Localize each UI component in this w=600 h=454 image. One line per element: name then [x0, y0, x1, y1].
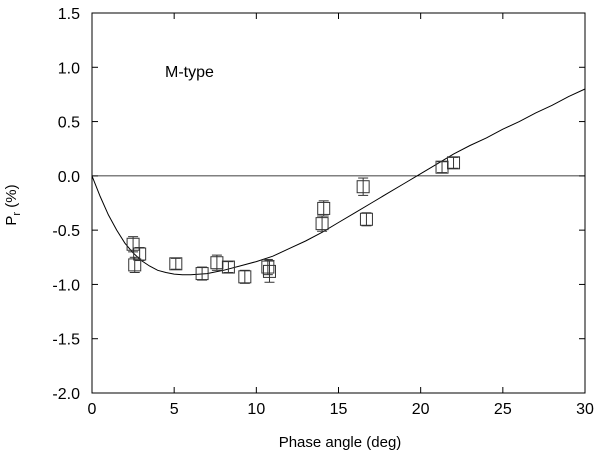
- x-axis-title: Phase angle (deg): [279, 434, 402, 451]
- y-tick-label: -1.0: [52, 277, 80, 294]
- data-marker-square: [317, 201, 331, 215]
- x-tick-label: 30: [576, 401, 594, 418]
- x-tick-label: 5: [170, 401, 179, 418]
- data-marker-square: [128, 258, 142, 272]
- y-tick-label: 1.5: [58, 6, 80, 23]
- y-axis-ticks: 1.5 1.0 0.5 0.0 -0.5 -1.0 -1.5 -2.0: [52, 6, 585, 403]
- data-point: [317, 200, 331, 217]
- data-marker-square: [359, 212, 373, 226]
- y-tick-label: -0.5: [52, 223, 80, 240]
- data-point: [447, 156, 461, 170]
- data-marker-square: [315, 217, 329, 231]
- data-point: [261, 258, 275, 276]
- y-tick-label: -2.0: [52, 386, 80, 403]
- data-point: [195, 266, 209, 281]
- data-point: [221, 260, 235, 274]
- y-tick-label: 1.0: [58, 60, 80, 77]
- data-point: [169, 257, 183, 271]
- data-point: [356, 177, 370, 196]
- x-tick-label: 0: [88, 401, 97, 418]
- y-tick-label: 0.0: [58, 169, 80, 186]
- data-marker-square: [262, 264, 276, 278]
- y-axis-title-main: P: [3, 216, 20, 226]
- y-tick-label: -1.5: [52, 332, 80, 349]
- x-tick-label: 25: [494, 401, 512, 418]
- data-marker-square: [126, 237, 140, 251]
- data-marker-square: [221, 260, 235, 274]
- x-axis-ticks: 0 5 10 15 20 25 30: [88, 13, 594, 418]
- data-marker-square: [169, 257, 183, 271]
- chart-annotation: M-type: [165, 64, 214, 81]
- data-point: [126, 236, 140, 253]
- data-marker-square: [195, 267, 209, 281]
- data-marker-square: [356, 180, 370, 194]
- y-axis-title-unit: (%): [3, 184, 20, 212]
- data-point: [359, 212, 373, 227]
- x-tick-label: 15: [330, 401, 348, 418]
- data-marker-square: [261, 260, 275, 274]
- data-marker-square: [133, 247, 147, 261]
- data-point: [315, 215, 329, 232]
- data-marker-square: [238, 270, 252, 284]
- data-point: [435, 160, 449, 174]
- data-marker-square: [447, 156, 461, 170]
- data-point: [238, 269, 252, 284]
- x-tick-label: 20: [412, 401, 430, 418]
- x-tick-label: 10: [247, 401, 265, 418]
- y-axis-title: Pr (%): [3, 184, 23, 225]
- data-point: [210, 254, 224, 271]
- fit-curve-line: [91, 88, 586, 276]
- y-tick-label: 0.5: [58, 115, 80, 132]
- y-axis-title-subscript: r: [11, 212, 23, 216]
- data-point: [262, 260, 276, 283]
- data-point: [133, 247, 147, 262]
